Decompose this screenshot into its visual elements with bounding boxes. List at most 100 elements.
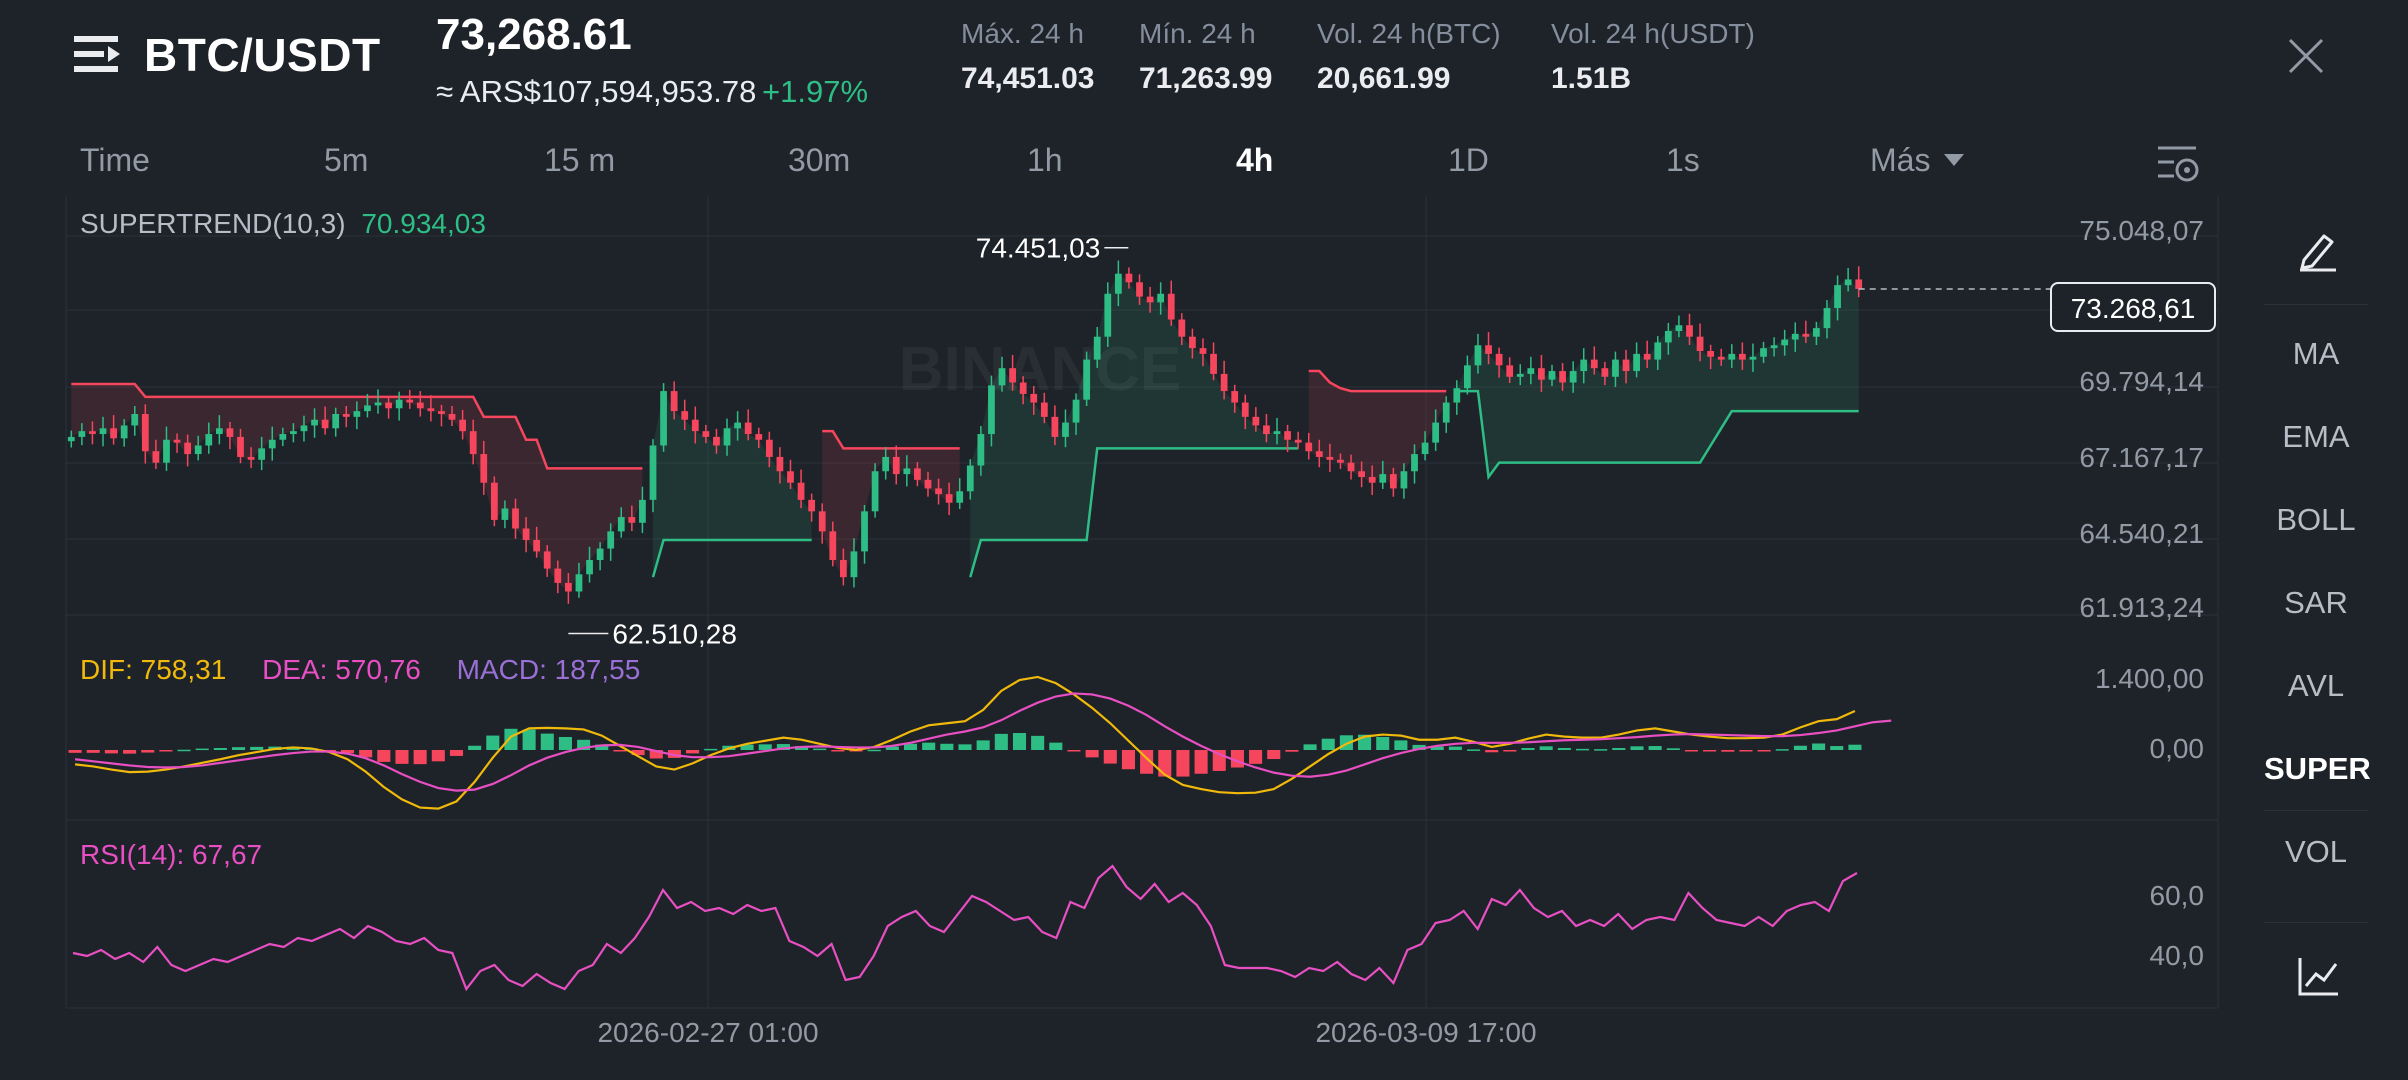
candle-body xyxy=(110,428,117,439)
macd-labels: DIF: 758,31 DEA: 570,76 MACD: 187,55 xyxy=(80,654,640,685)
menu-icon[interactable] xyxy=(74,34,122,74)
macd-bar xyxy=(413,750,427,765)
price-chart[interactable]: BINANCE 74.451,03 62.510,28 75.048,07 69.… xyxy=(0,190,2230,1050)
x-axis-label: 2026-02-27 01:00 xyxy=(597,1017,818,1048)
pencil-icon[interactable] xyxy=(2296,228,2340,272)
candle-body xyxy=(1844,279,1852,286)
macd-lines xyxy=(74,675,1892,810)
sidebar-item-super[interactable]: SUPER xyxy=(2264,751,2371,786)
candle-body xyxy=(300,425,308,432)
candle-body xyxy=(1538,368,1545,380)
macd-bar xyxy=(1848,744,1862,750)
candle-body xyxy=(1051,416,1059,437)
macd-bar xyxy=(1321,738,1335,750)
rsi-label: RSI(14): 67,67 xyxy=(80,839,262,870)
macd-bar xyxy=(1485,750,1499,753)
macd-bar xyxy=(177,749,191,752)
macd-axis-label: 0,00 xyxy=(2150,733,2205,764)
tab-time[interactable]: Time xyxy=(80,142,150,178)
supertrend-line xyxy=(71,382,643,470)
y-axis-label: 69.794,14 xyxy=(2079,366,2204,397)
candle-body xyxy=(364,405,371,412)
sidebar-item-sar[interactable]: SAR xyxy=(2284,585,2348,620)
tab-1d[interactable]: 1D xyxy=(1448,142,1489,178)
candle-body xyxy=(1125,273,1133,283)
sidebar-item-ema[interactable]: EMA xyxy=(2282,419,2350,454)
last-price-tag: 73.268,61 xyxy=(2050,282,2216,332)
candle-body xyxy=(226,428,234,437)
candle-body xyxy=(1675,325,1683,331)
candle-body xyxy=(490,482,498,520)
sidebar-item-boll[interactable]: BOLL xyxy=(2276,502,2356,537)
tab-30m[interactable]: 30m xyxy=(788,142,851,178)
macd-bar xyxy=(504,728,518,750)
macd-bar xyxy=(449,750,464,756)
candle-body xyxy=(988,385,995,435)
macd-bar xyxy=(377,750,391,762)
tab-15m[interactable]: 15 m xyxy=(544,142,616,178)
macd-bar xyxy=(340,750,355,754)
candle-body xyxy=(681,411,689,420)
candle-body xyxy=(670,391,678,412)
candle-body xyxy=(1791,333,1799,340)
candle-body xyxy=(998,368,1006,386)
candle-body xyxy=(427,408,435,412)
chart-settings-icon[interactable] xyxy=(2156,144,2200,184)
macd-bar xyxy=(1594,749,1608,751)
candle-body xyxy=(1358,471,1366,477)
candle-body xyxy=(1136,282,1143,297)
chevron-down-icon[interactable] xyxy=(1944,154,1964,166)
macd-bar xyxy=(940,743,954,750)
macd-bar xyxy=(631,750,645,756)
line-chart-icon[interactable] xyxy=(2296,954,2340,998)
stat-high-value: 74,451.03 xyxy=(961,62,1095,95)
macd-bar xyxy=(1085,750,1099,758)
tab-1s[interactable]: 1s xyxy=(1666,142,1700,178)
macd-bar xyxy=(468,745,482,750)
macd-bar xyxy=(1503,750,1517,752)
candle-body xyxy=(1199,348,1207,354)
candles xyxy=(67,260,1863,604)
macd-bar xyxy=(922,742,936,750)
candle-body xyxy=(1072,399,1080,423)
candle-body xyxy=(723,428,731,446)
tab-1h[interactable]: 1h xyxy=(1027,142,1063,178)
rsi-axis-label: 40,0 xyxy=(2150,940,2205,971)
candle-body xyxy=(787,471,794,483)
macd-bar xyxy=(1249,750,1263,764)
candle-body xyxy=(215,428,223,435)
candle-body xyxy=(374,402,382,406)
supertrend-name: SUPERTREND(10,3) xyxy=(80,208,346,239)
candle-body xyxy=(617,517,625,532)
candle-body xyxy=(1093,336,1101,360)
candle-body xyxy=(977,434,985,466)
trading-pair[interactable]: BTC/USDT xyxy=(144,29,381,81)
candle-body xyxy=(607,531,615,549)
sidebar-item-vol[interactable]: VOL xyxy=(2284,834,2348,869)
macd-bar xyxy=(1521,748,1535,750)
close-icon[interactable] xyxy=(2286,36,2326,76)
tab-5m[interactable]: 5m xyxy=(324,142,369,178)
candle-body xyxy=(628,517,636,523)
candle-body xyxy=(1294,439,1302,443)
macd-bar xyxy=(250,746,264,750)
supertrend-line xyxy=(969,447,1299,578)
candle-body xyxy=(1442,402,1450,423)
macd-bar xyxy=(1721,750,1735,752)
tab-more[interactable]: Más xyxy=(1870,142,1931,178)
candle-body xyxy=(512,508,519,529)
candle-body xyxy=(163,439,170,463)
candle-body xyxy=(1210,353,1217,374)
sidebar-item-ma[interactable]: MA xyxy=(2292,336,2340,371)
macd-bar xyxy=(740,744,754,750)
candle-body xyxy=(332,413,340,429)
supertrend-lines xyxy=(71,369,1859,578)
candle-body xyxy=(914,468,921,480)
sidebar-item-avl[interactable]: AVL xyxy=(2287,668,2345,703)
tab-4h[interactable]: 4h xyxy=(1236,142,1274,178)
macd-bar xyxy=(231,747,246,750)
macd-bar xyxy=(1684,750,1699,752)
candle-body xyxy=(152,451,160,463)
macd-bar xyxy=(976,740,990,750)
macd-bar xyxy=(595,744,609,750)
